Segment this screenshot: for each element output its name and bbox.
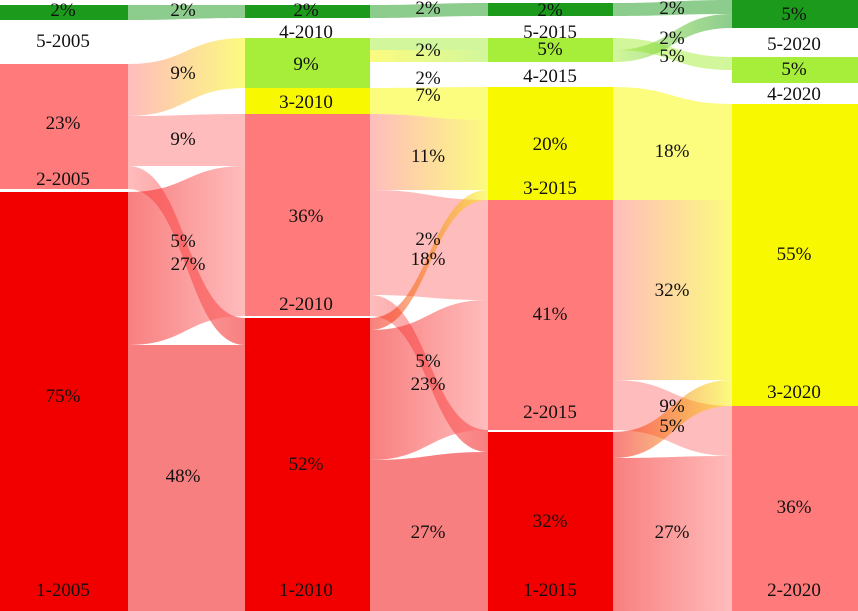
flow-band-1-2005-to-2-2010 <box>128 166 245 345</box>
node-label-1-2015: 1-2015 <box>523 580 577 601</box>
flow-band-1-2005-to-1-2010 <box>128 345 245 611</box>
node-label-2-2020: 2-2020 <box>767 580 821 601</box>
flow-percent-1-2010-to-2-2015: 23% <box>411 374 446 395</box>
flow-percent-3-2010-to-3-2015: 7% <box>415 85 441 106</box>
flow-band-4-2015-to-4-2020 <box>613 38 732 70</box>
node-2-2010 <box>245 114 370 316</box>
node-label-1-2005: 1-2005 <box>36 580 90 601</box>
node-3-2020 <box>732 104 858 406</box>
node-1-2005 <box>0 192 128 611</box>
node-percent-5-2005: 2% <box>50 0 76 21</box>
node-1-2015 <box>488 432 613 611</box>
flow-percent-1-2010-to-1-2015: 27% <box>411 522 446 543</box>
flow-band-4-2015-to-5-2020 <box>613 14 732 62</box>
node-percent-4-2015: 5% <box>537 39 563 60</box>
node-label-3-2010: 3-2010 <box>279 92 333 113</box>
flow-percent-3-2015-to-3-2020: 18% <box>655 141 690 162</box>
flow-band-5-2005-to-5-2010 <box>128 5 245 20</box>
flow-band-1-2010-to-1-2015 <box>370 452 488 611</box>
flow-band-2-2010-to-3-2015 <box>370 114 488 190</box>
node-2-2005 <box>0 64 128 189</box>
node-5-2020 <box>732 0 858 28</box>
node-percent-2-2020: 36% <box>777 497 812 518</box>
node-label-4-2020: 4-2020 <box>767 84 821 105</box>
flow-band-2-2015-to-3-2020 <box>613 200 732 380</box>
flow-band-3-2015-to-3-2020 <box>613 87 732 200</box>
flow-percent-4-2010-to-4-2015: 2% <box>415 40 441 61</box>
flow-percent-5-2015-to-5-2020: 2% <box>659 0 685 19</box>
flow-percent-2-2005-to-1-2010: 5% <box>170 231 196 252</box>
node-label-4-2010: 4-2010 <box>279 22 333 43</box>
flow-percent-2-2005-to-2-2010: 9% <box>170 129 196 150</box>
flow-percent-4-2015-to-4-2020: 2% <box>659 28 685 49</box>
flow-percent-2-2010-to-3-2015: 11% <box>411 146 445 167</box>
flow-band-1-2015-to-2-2020 <box>613 456 732 611</box>
labels-layer: 2%5-200523%2-200575%1-20052%4-20109%3-20… <box>36 0 821 601</box>
flow-band-3-2010-to-4-2015 <box>370 50 488 62</box>
flow-percent-1-2005-to-1-2010: 48% <box>166 466 201 487</box>
flow-percent-5-2005-to-5-2010: 2% <box>170 0 196 21</box>
node-3-2010 <box>245 88 370 114</box>
node-percent-3-2020: 55% <box>777 244 812 265</box>
flow-band-2-2010-to-2-2015 <box>370 190 488 300</box>
flow-percent-1-2010-to-3-2015: 2% <box>415 229 441 250</box>
node-2-2015 <box>488 200 613 430</box>
flow-percent-1-2015-to-3-2020: 5% <box>659 416 685 437</box>
flow-band-2-2005-to-2-2010 <box>128 114 245 166</box>
node-5-2010 <box>245 5 370 18</box>
flow-band-3-2010-to-3-2015 <box>370 87 488 120</box>
node-percent-1-2015: 32% <box>533 511 568 532</box>
node-percent-1-2005: 75% <box>46 386 81 407</box>
node-label-5-2015: 5-2015 <box>523 22 577 43</box>
flow-percent-5-2010-to-5-2015: 2% <box>415 0 441 19</box>
node-percent-4-2010: 2% <box>293 0 319 21</box>
flow-percent-2-2010-to-1-2015: 5% <box>415 351 441 372</box>
flow-band-1-2010-to-3-2015 <box>370 190 488 330</box>
node-label-2-2010: 2-2010 <box>279 294 333 315</box>
node-percent-2-2005: 23% <box>46 113 81 134</box>
flow-percent-1-2015-to-2-2020: 27% <box>655 522 690 543</box>
flow-percent-2-2005-to-3-2010: 9% <box>170 63 196 84</box>
node-4-2010 <box>245 38 370 88</box>
node-label-3-2015: 3-2015 <box>523 178 577 199</box>
flow-percent-1-2005-to-2-2010: 27% <box>171 254 206 275</box>
node-percent-5-2020: 5% <box>781 4 807 25</box>
flow-percent-3-2010-to-4-2015: 2% <box>415 68 441 89</box>
node-percent-2-2015: 41% <box>533 304 568 325</box>
node-percent-5-2015: 2% <box>537 0 563 21</box>
node-label-5-2020: 5-2020 <box>767 34 821 55</box>
node-3-2015 <box>488 87 613 200</box>
node-percent-3-2015: 20% <box>533 134 568 155</box>
node-label-2-2015: 2-2015 <box>523 402 577 423</box>
node-4-2020 <box>732 57 858 83</box>
node-4-2015 <box>488 38 613 62</box>
node-label-1-2010: 1-2010 <box>279 580 333 601</box>
node-2-2020 <box>732 406 858 611</box>
flows-layer <box>128 0 732 611</box>
flow-band-5-2015-to-5-2020 <box>613 0 732 16</box>
flow-percent-2-2015-to-3-2020: 32% <box>655 280 690 301</box>
node-percent-3-2010: 9% <box>293 54 319 75</box>
node-label-2-2005: 2-2005 <box>36 169 90 190</box>
node-percent-4-2020: 5% <box>781 59 807 80</box>
node-5-2015 <box>488 3 613 16</box>
flow-band-4-2010-to-4-2015 <box>370 38 488 50</box>
flow-band-1-2015-to-3-2020 <box>613 380 732 458</box>
flow-percent-2-2015-to-2-2020: 9% <box>659 396 685 417</box>
node-label-3-2020: 3-2020 <box>767 382 821 403</box>
flow-band-1-2010-to-2-2015 <box>370 300 488 460</box>
flow-percent-2-2010-to-2-2015: 18% <box>411 249 446 270</box>
node-1-2010 <box>245 318 370 611</box>
flow-band-2-2005-to-3-2010 <box>128 38 245 116</box>
node-percent-2-2010: 36% <box>289 206 324 227</box>
node-5-2005 <box>0 5 128 20</box>
node-label-4-2015: 4-2015 <box>523 66 577 87</box>
node-percent-1-2010: 52% <box>289 454 324 475</box>
flow-percent-4-2015-to-5-2020: 5% <box>659 46 685 67</box>
node-label-5-2005: 5-2005 <box>36 31 90 52</box>
flow-band-5-2010-to-5-2015 <box>370 3 488 18</box>
